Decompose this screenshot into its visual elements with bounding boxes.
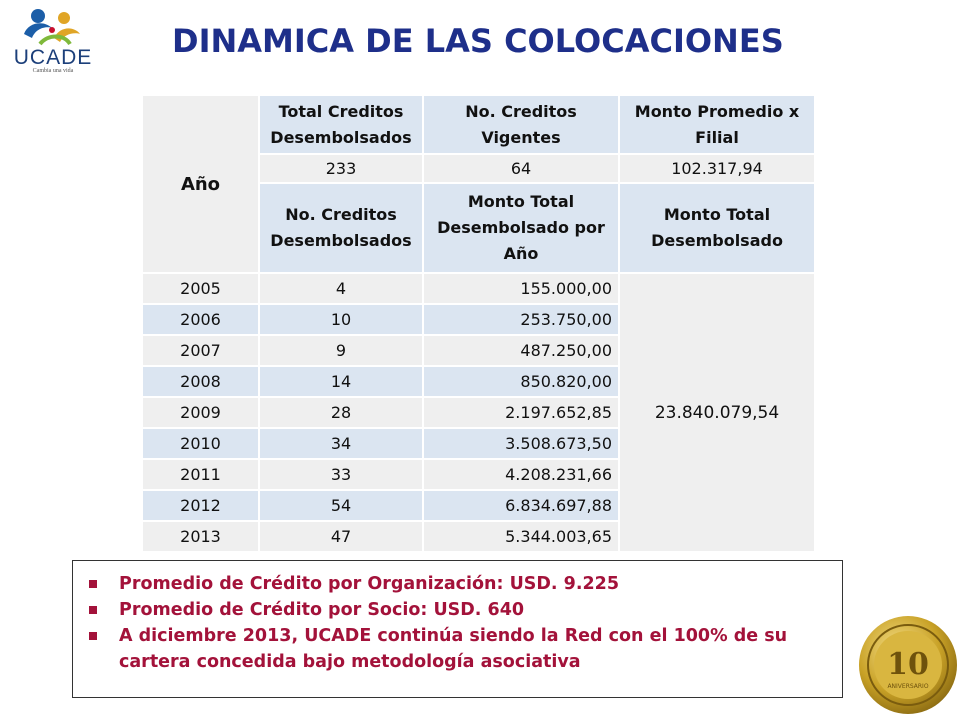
row-count: 10 — [260, 305, 422, 334]
row-amount: 155.000,00 — [424, 274, 618, 303]
header-total-creditos: Total Creditos Desembolsados — [260, 96, 422, 153]
row-amount: 4.208.231,66 — [424, 460, 618, 489]
colocaciones-table: Año Total Creditos Desembolsados No. Cre… — [141, 94, 816, 553]
row-count: 47 — [260, 522, 422, 551]
table-row: 2012 54 6.834.697,88 — [143, 491, 814, 520]
table-summary-row: 233 64 102.317,94 — [143, 155, 814, 182]
row-amount: 487.250,00 — [424, 336, 618, 365]
table-row: 2011 33 4.208.231,66 — [143, 460, 814, 489]
header-creditos-vigentes: No. Creditos Vigentes — [424, 96, 618, 153]
table-header-row: Año Total Creditos Desembolsados No. Cre… — [143, 96, 814, 272]
row-year: 2007 — [143, 336, 258, 365]
row-year: 2005 — [143, 274, 258, 303]
row-year: 2011 — [143, 460, 258, 489]
table-row: 2005 4 155.000,00 23.840.079,54 — [143, 274, 814, 551]
row-count: 28 — [260, 398, 422, 427]
table-row: 2006 10 253.750,00 — [143, 305, 814, 334]
logo-tagline: Cambia una vida — [32, 68, 74, 74]
row-count: 33 — [260, 460, 422, 489]
header-monto-promedio: Monto Promedio x Filial — [620, 96, 814, 153]
notes-list: Promedio de Crédito por Organización: US… — [89, 571, 830, 675]
seal-label: ANIVERSARIO — [887, 683, 928, 690]
value-total-creditos: 233 — [260, 155, 422, 182]
square-bullet-icon — [89, 580, 97, 588]
row-amount: 253.750,00 — [424, 305, 618, 334]
row-year: 2008 — [143, 367, 258, 396]
total-desembolsado: 23.840.079,54 — [620, 274, 814, 551]
row-amount: 5.344.003,65 — [424, 522, 618, 551]
seal-number: 10 — [887, 647, 929, 682]
header-monto-total: Monto Total Desembolsado — [620, 184, 814, 272]
table-row: 2008 14 850.820,00 — [143, 367, 814, 396]
row-count: 4 — [260, 274, 422, 303]
note-item: A diciembre 2013, UCADE continúa siendo … — [89, 623, 830, 675]
year-header: Año — [143, 96, 258, 272]
row-count: 54 — [260, 491, 422, 520]
note-text: A diciembre 2013, UCADE continúa siendo … — [119, 626, 788, 672]
row-count: 14 — [260, 367, 422, 396]
page-title: DINAMICA DE LAS COLOCACIONES — [172, 22, 784, 60]
table-row: 2010 34 3.508.673,50 — [143, 429, 814, 458]
row-count: 34 — [260, 429, 422, 458]
row-amount: 6.834.697,88 — [424, 491, 618, 520]
row-count: 9 — [260, 336, 422, 365]
table-subheader-row: No. Creditos Desembolsados Monto Total D… — [143, 184, 814, 272]
note-item: Promedio de Crédito por Socio: USD. 640 — [89, 597, 830, 623]
row-year: 2009 — [143, 398, 258, 427]
row-amount: 3.508.673,50 — [424, 429, 618, 458]
row-year: 2012 — [143, 491, 258, 520]
ucade-logo: UCADE Cambia una vida — [4, 4, 100, 78]
row-amount: 2.197.652,85 — [424, 398, 618, 427]
table-row: 2009 28 2.197.652,85 — [143, 398, 814, 427]
value-monto-promedio: 102.317,94 — [620, 155, 814, 182]
note-item: Promedio de Crédito por Organización: US… — [89, 571, 830, 597]
square-bullet-icon — [89, 606, 97, 614]
note-text: Promedio de Crédito por Socio: USD. 640 — [119, 600, 525, 620]
table-row: 2013 47 5.344.003,65 — [143, 522, 814, 551]
header-no-creditos-desembolsados: No. Creditos Desembolsados — [260, 184, 422, 272]
row-amount: 850.820,00 — [424, 367, 618, 396]
square-bullet-icon — [89, 632, 97, 640]
value-creditos-vigentes: 64 — [424, 155, 618, 182]
row-year: 2013 — [143, 522, 258, 551]
header-monto-por-anio: Monto Total Desembolsado por Año — [424, 184, 618, 272]
table-row: 2007 9 487.250,00 — [143, 336, 814, 365]
notes-box: Promedio de Crédito por Organización: US… — [72, 560, 843, 698]
row-year: 2006 — [143, 305, 258, 334]
logo-text: UCADE — [13, 46, 93, 69]
ucade-logo-mark-icon — [24, 9, 80, 46]
anniversary-seal-icon: 10 ANIVERSARIO — [859, 616, 957, 714]
note-text: Promedio de Crédito por Organización: US… — [119, 574, 620, 594]
row-year: 2010 — [143, 429, 258, 458]
